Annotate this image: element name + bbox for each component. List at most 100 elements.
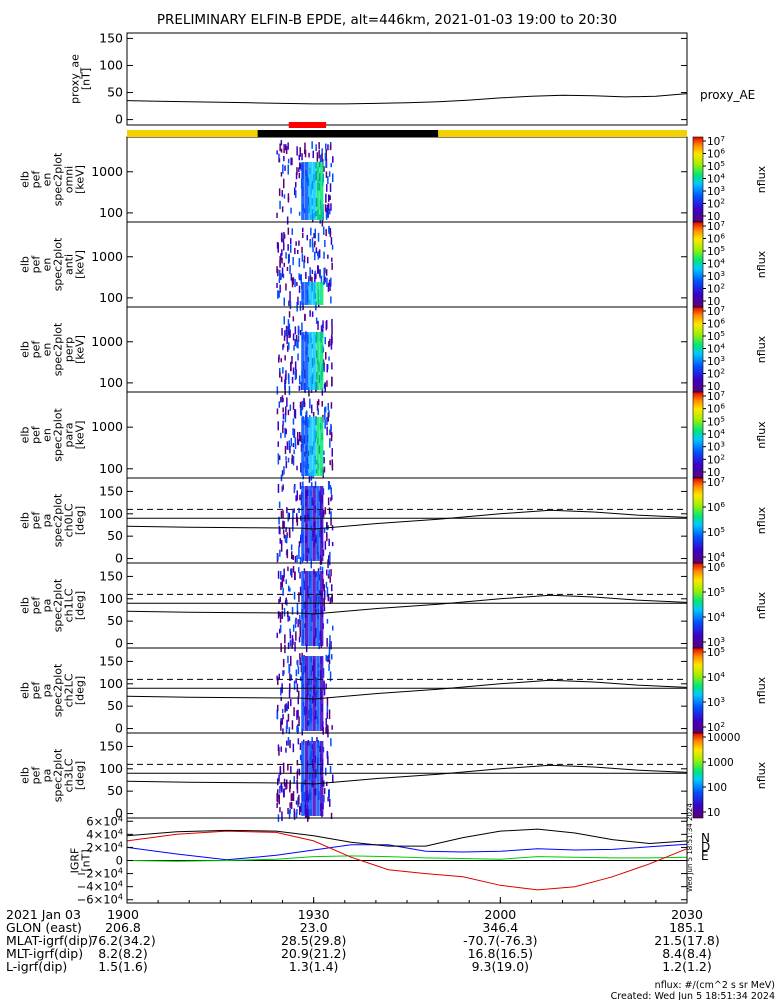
heatmap-speck — [327, 402, 329, 411]
heatmap-speck — [277, 484, 280, 493]
colorbar-tick-label: 10 — [707, 467, 720, 479]
heatmap-speck — [300, 163, 302, 171]
heatmap-speck — [287, 457, 290, 463]
heatmap-speck — [297, 439, 300, 446]
heatmap-speck — [297, 666, 300, 675]
heatmap-speck — [328, 651, 331, 659]
heatmap-speck — [302, 302, 304, 311]
heatmap-speck — [323, 457, 325, 464]
heatmap-speck — [289, 802, 291, 808]
heatmap-speck — [294, 247, 296, 255]
heatmap-speck — [331, 244, 334, 250]
heatmap-cell — [301, 282, 305, 305]
heatmap-speck — [293, 485, 296, 493]
colorbar-tick-label: 105 — [707, 645, 725, 660]
heatmap-speck — [286, 549, 289, 559]
heatmap-speck — [278, 525, 281, 535]
heatmap-speck — [325, 321, 327, 331]
y-tick-label: 150 — [99, 653, 123, 668]
heatmap-speck — [285, 144, 287, 151]
heatmap-speck — [282, 273, 285, 279]
heatmap-speck — [290, 674, 293, 681]
heatmap-speck — [286, 335, 288, 345]
colorbar-tick-label: 102 — [707, 281, 725, 296]
heatmap-speck — [294, 437, 297, 447]
heatmap-speck — [279, 143, 281, 152]
heatmap-speck — [292, 509, 294, 520]
heatmap-speck — [317, 399, 320, 406]
heatmap-speck — [315, 334, 317, 344]
heatmap-speck — [301, 153, 303, 161]
heatmap-speck — [314, 228, 316, 239]
heatmap-speck — [290, 766, 292, 774]
heatmap-speck — [281, 206, 284, 213]
heatmap-speck — [281, 717, 283, 725]
heatmap-speck — [299, 627, 301, 638]
heatmap-speck — [312, 150, 314, 159]
y-tick-label: 150 — [99, 483, 123, 498]
heatmap-speck — [299, 432, 301, 442]
heatmap-speck — [323, 689, 326, 696]
colorbar-tick-label: 105 — [707, 525, 725, 540]
heatmap-speck — [281, 232, 283, 243]
heatmap-speck — [330, 812, 333, 820]
heatmap-speck — [328, 279, 331, 286]
heatmap-speck — [297, 709, 299, 718]
heatmap-speck — [278, 794, 280, 805]
heatmap-speck — [280, 746, 282, 752]
heatmap-speck — [304, 142, 306, 153]
heatmap-speck — [278, 455, 281, 461]
heatmap-speck — [288, 253, 290, 262]
heatmap-cell — [312, 162, 316, 220]
heatmap-speck — [299, 401, 302, 408]
colorbar-tick-label: 103 — [707, 439, 725, 454]
heatmap-speck — [285, 725, 288, 733]
heatmap-speck — [319, 161, 321, 168]
heatmap-speck — [296, 554, 298, 563]
heatmap-speck — [276, 408, 279, 415]
heatmap-speck — [327, 596, 330, 602]
heatmap-speck — [296, 760, 299, 766]
heatmap-speck — [318, 150, 320, 159]
heatmap-speck — [280, 687, 282, 696]
panel-frame — [126, 306, 688, 393]
heatmap-speck — [287, 642, 290, 650]
colorbar-tick-label: 104 — [707, 670, 725, 685]
heatmap-speck — [321, 153, 323, 162]
colorbar-tick-label: 103 — [707, 635, 725, 650]
panel-proxy_ae: 150 100 50 0 proxy_ae[nT] proxy_AE — [69, 30, 756, 126]
heatmap-speck — [324, 382, 326, 392]
heatmap-speck — [284, 704, 286, 713]
y-tick-label: 150 — [99, 30, 123, 45]
heatmap-speck — [315, 572, 317, 578]
heatmap-speck — [290, 238, 292, 245]
heatmap-speck — [329, 438, 331, 448]
heatmap-speck — [301, 728, 303, 736]
heatmap-speck — [293, 449, 295, 455]
heatmap-speck — [300, 537, 302, 544]
y-tick-label: 2×104 — [86, 840, 123, 855]
footer-value: 185.1 — [669, 920, 705, 935]
colorbar-tick-label: 1000 — [707, 757, 734, 769]
heatmap-speck — [278, 516, 280, 525]
heatmap-speck — [324, 590, 326, 600]
heatmap-cell — [305, 571, 309, 646]
heatmap-speck — [290, 699, 292, 707]
heatmap-speck — [292, 743, 295, 753]
heatmap-speck — [329, 228, 332, 238]
heatmap-speck — [326, 204, 329, 213]
footer-value: 76.2(34.2) — [90, 933, 155, 948]
heatmap-speck — [285, 428, 287, 434]
heatmap-speck — [287, 345, 289, 352]
heatmap-speck — [298, 385, 301, 391]
heatmap-speck — [277, 290, 279, 299]
heatmap-cell — [308, 571, 313, 646]
heatmap-speck — [328, 664, 330, 671]
heatmap-speck — [283, 335, 286, 341]
heatmap-speck — [281, 578, 283, 588]
heatmap-cell — [319, 162, 324, 220]
colorbar — [692, 732, 704, 819]
heatmap-speck — [297, 696, 299, 705]
heatmap-speck — [287, 409, 290, 416]
colorbar — [692, 477, 704, 564]
